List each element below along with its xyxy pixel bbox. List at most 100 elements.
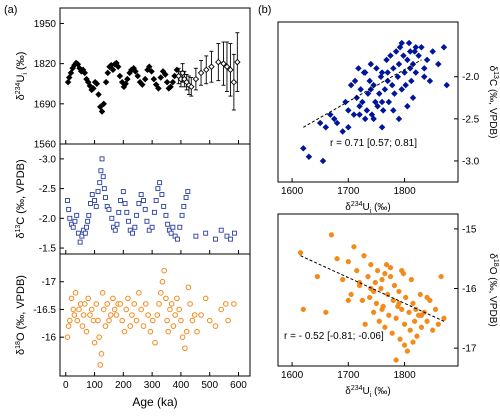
data-point-b2 bbox=[382, 270, 388, 277]
data-point-a2 bbox=[141, 198, 146, 203]
data-point-b2 bbox=[386, 312, 392, 318]
data-point-a2 bbox=[159, 192, 165, 197]
data-point-a2 bbox=[98, 168, 104, 174]
data-point-b1 bbox=[359, 98, 366, 106]
data-point-a3 bbox=[145, 312, 151, 318]
data-point-a3 bbox=[138, 306, 144, 313]
data-point-a2 bbox=[122, 201, 128, 206]
data-point-a3 bbox=[225, 317, 231, 324]
y-tick-label-b1: -3.0 bbox=[462, 156, 480, 167]
data-point-b2 bbox=[430, 327, 436, 333]
data-point-b1 bbox=[331, 115, 338, 123]
data-point-b2 bbox=[328, 232, 335, 238]
data-point-a3 bbox=[66, 317, 73, 324]
data-point-b1 bbox=[305, 153, 313, 160]
y-tick-label-a2: -3.0 bbox=[39, 154, 57, 165]
data-point-a3 bbox=[102, 323, 109, 329]
data-point-b1 bbox=[418, 44, 425, 51]
data-point-a2 bbox=[134, 212, 140, 218]
data-point-a2 bbox=[70, 224, 76, 230]
data-point-a1 bbox=[169, 78, 177, 86]
x-tick-label-b2: 1700 bbox=[337, 370, 360, 381]
data-point-a1 bbox=[104, 69, 112, 77]
data-point-b2 bbox=[410, 339, 416, 345]
y-tick-label-a2: -2.0 bbox=[39, 214, 57, 225]
data-point-a3 bbox=[111, 306, 118, 313]
data-point-b1 bbox=[395, 115, 403, 123]
y-tick-label-b2: -17 bbox=[462, 344, 477, 355]
data-point-b1 bbox=[353, 94, 360, 102]
y-axis-label-b1: δ13C (‰, VPDB) bbox=[487, 66, 499, 139]
data-point-b2 bbox=[391, 282, 398, 289]
data-point-a2 bbox=[157, 180, 163, 186]
data-point-b2 bbox=[372, 279, 378, 286]
data-point-a3 bbox=[70, 306, 77, 313]
panel-label-a: (a) bbox=[4, 4, 17, 16]
data-point-a3 bbox=[131, 301, 138, 307]
data-point-a2 bbox=[136, 201, 142, 206]
data-point-b1 bbox=[376, 90, 383, 97]
data-point-b1 bbox=[319, 157, 327, 165]
data-point-a1 bbox=[81, 69, 88, 77]
data-point-a2 bbox=[144, 218, 150, 224]
data-point-a3 bbox=[231, 301, 237, 307]
data-point-b2 bbox=[401, 342, 408, 348]
data-point-b2 bbox=[376, 318, 382, 324]
data-point-b1 bbox=[378, 69, 386, 76]
data-point-b2 bbox=[432, 306, 439, 313]
data-point-a2 bbox=[82, 230, 88, 236]
data-point-b1 bbox=[345, 124, 352, 131]
data-point-a3 bbox=[167, 306, 173, 313]
trendline-b2 bbox=[300, 255, 445, 322]
data-point-a1 bbox=[97, 103, 104, 111]
data-point-b1 bbox=[398, 86, 405, 93]
data-point-a2 bbox=[106, 206, 112, 212]
data-point-a2 bbox=[74, 212, 80, 218]
data-point-b2 bbox=[383, 262, 390, 268]
data-point-a2 bbox=[67, 215, 73, 221]
data-point-a1 bbox=[152, 81, 160, 88]
data-point-a3 bbox=[198, 312, 204, 318]
data-point-a3 bbox=[156, 301, 162, 307]
data-point-b2 bbox=[407, 327, 413, 333]
data-point-a1 bbox=[208, 63, 215, 70]
data-point-b2 bbox=[314, 273, 321, 280]
data-point-a3 bbox=[71, 312, 78, 318]
data-point-b2 bbox=[408, 276, 414, 283]
data-point-b1 bbox=[384, 69, 391, 76]
data-point-b1 bbox=[387, 52, 394, 59]
data-point-b1 bbox=[392, 48, 400, 55]
data-point-a1 bbox=[98, 108, 106, 115]
data-point-a1 bbox=[223, 63, 231, 70]
data-point-b1 bbox=[351, 77, 359, 85]
data-point-b2 bbox=[387, 264, 394, 271]
data-point-a1 bbox=[67, 69, 75, 77]
data-point-a1 bbox=[220, 60, 227, 67]
data-point-a2 bbox=[116, 209, 122, 215]
y-tick-label-a1: 1950 bbox=[34, 19, 57, 30]
data-point-b1 bbox=[409, 94, 417, 102]
data-point-a3 bbox=[97, 362, 104, 368]
data-point-b1 bbox=[361, 69, 369, 76]
data-point-b1 bbox=[401, 69, 408, 76]
x-tick-label-b2: 1600 bbox=[281, 370, 304, 381]
data-point-b2 bbox=[399, 306, 405, 313]
data-point-b1 bbox=[390, 107, 397, 114]
data-point-a3 bbox=[159, 278, 166, 285]
data-point-b2 bbox=[424, 318, 430, 324]
data-point-b2 bbox=[412, 318, 418, 324]
data-point-b2 bbox=[378, 285, 384, 292]
data-point-b2 bbox=[365, 273, 371, 280]
data-point-b1 bbox=[412, 69, 420, 76]
data-point-b2 bbox=[424, 294, 430, 301]
data-point-b1 bbox=[378, 98, 386, 106]
data-point-a3 bbox=[147, 328, 154, 335]
data-point-a1 bbox=[116, 72, 124, 80]
data-point-b2 bbox=[382, 324, 388, 330]
data-point-b1 bbox=[363, 107, 371, 114]
data-point-a1 bbox=[215, 58, 222, 66]
data-point-a2 bbox=[149, 224, 155, 230]
data-point-a2 bbox=[109, 215, 115, 221]
data-point-a1 bbox=[162, 71, 169, 78]
